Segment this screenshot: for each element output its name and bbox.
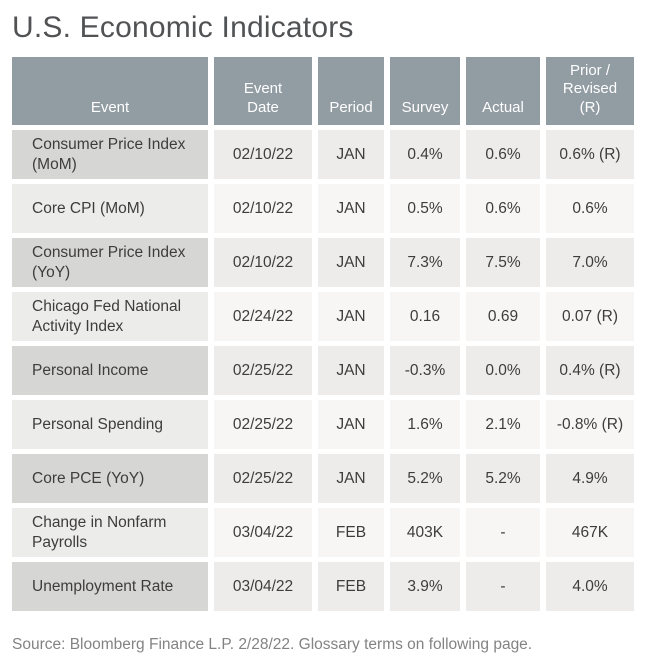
survey-cell: 7.3% bbox=[390, 238, 460, 287]
period-cell: JAN bbox=[318, 346, 384, 395]
period-cell: FEB bbox=[318, 562, 384, 611]
source-note: Source: Bloomberg Finance L.P. 2/28/22. … bbox=[12, 636, 533, 653]
prior-revised-cell: 0.4% (R) bbox=[546, 346, 634, 395]
prior-revised-cell: -0.8% (R) bbox=[546, 400, 634, 449]
survey-cell: 0.4% bbox=[390, 130, 460, 179]
event-cell: Consumer Price Index (MoM) bbox=[12, 130, 208, 179]
actual-cell: 2.1% bbox=[466, 400, 540, 449]
actual-cell: 7.5% bbox=[466, 238, 540, 287]
event-date-cell: 03/04/22 bbox=[214, 508, 312, 557]
prior-revised-cell: 4.0% bbox=[546, 562, 634, 611]
actual-cell: 0.69 bbox=[466, 292, 540, 341]
period-cell: JAN bbox=[318, 130, 384, 179]
prior-revised-cell: 0.6% bbox=[546, 184, 634, 233]
event-cell: Chicago Fed National Activity Index bbox=[12, 292, 208, 341]
event-cell: Change in Nonfarm Payrolls bbox=[12, 508, 208, 557]
header-cell-event-date: Event Date bbox=[214, 57, 312, 125]
event-cell: Core CPI (MoM) bbox=[12, 184, 208, 233]
event-date-cell: 02/10/22 bbox=[214, 184, 312, 233]
event-cell: Personal Spending bbox=[12, 400, 208, 449]
event-date-cell: 03/04/22 bbox=[214, 562, 312, 611]
period-cell: JAN bbox=[318, 400, 384, 449]
header-cell-period: Period bbox=[318, 57, 384, 125]
actual-cell: 0.0% bbox=[466, 346, 540, 395]
event-date-cell: 02/24/22 bbox=[214, 292, 312, 341]
actual-cell: 0.6% bbox=[466, 130, 540, 179]
page-title: U.S. Economic Indicators bbox=[12, 11, 354, 44]
prior-revised-cell: 7.0% bbox=[546, 238, 634, 287]
prior-revised-cell: 4.9% bbox=[546, 454, 634, 503]
survey-cell: 0.16 bbox=[390, 292, 460, 341]
indicators-table: Event Event Date Period Survey Actual Pr… bbox=[12, 57, 634, 611]
header-cell-prior-revised: Prior / Revised (R) bbox=[546, 57, 634, 125]
actual-cell: 0.6% bbox=[466, 184, 540, 233]
prior-revised-cell: 0.6% (R) bbox=[546, 130, 634, 179]
prior-revised-cell: 0.07 (R) bbox=[546, 292, 634, 341]
event-cell: Personal Income bbox=[12, 346, 208, 395]
period-cell: JAN bbox=[318, 238, 384, 287]
period-cell: JAN bbox=[318, 292, 384, 341]
actual-cell: - bbox=[466, 562, 540, 611]
survey-cell: 3.9% bbox=[390, 562, 460, 611]
survey-cell: -0.3% bbox=[390, 346, 460, 395]
period-cell: JAN bbox=[318, 184, 384, 233]
survey-cell: 1.6% bbox=[390, 400, 460, 449]
header-cell-event: Event bbox=[12, 57, 208, 125]
event-cell: Consumer Price Index (YoY) bbox=[12, 238, 208, 287]
prior-revised-cell: 467K bbox=[546, 508, 634, 557]
survey-cell: 5.2% bbox=[390, 454, 460, 503]
event-date-cell: 02/25/22 bbox=[214, 454, 312, 503]
event-date-cell: 02/25/22 bbox=[214, 346, 312, 395]
survey-cell: 403K bbox=[390, 508, 460, 557]
event-cell: Unemployment Rate bbox=[12, 562, 208, 611]
survey-cell: 0.5% bbox=[390, 184, 460, 233]
period-cell: FEB bbox=[318, 508, 384, 557]
period-cell: JAN bbox=[318, 454, 384, 503]
actual-cell: - bbox=[466, 508, 540, 557]
event-date-cell: 02/10/22 bbox=[214, 130, 312, 179]
header-cell-survey: Survey bbox=[390, 57, 460, 125]
event-date-cell: 02/25/22 bbox=[214, 400, 312, 449]
actual-cell: 5.2% bbox=[466, 454, 540, 503]
event-cell: Core PCE (YoY) bbox=[12, 454, 208, 503]
header-cell-actual: Actual bbox=[466, 57, 540, 125]
event-date-cell: 02/10/22 bbox=[214, 238, 312, 287]
